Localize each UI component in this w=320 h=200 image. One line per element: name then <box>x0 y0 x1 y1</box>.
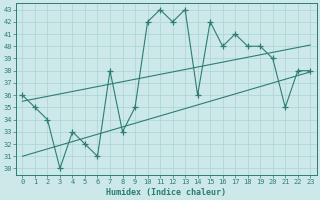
X-axis label: Humidex (Indice chaleur): Humidex (Indice chaleur) <box>106 188 226 197</box>
